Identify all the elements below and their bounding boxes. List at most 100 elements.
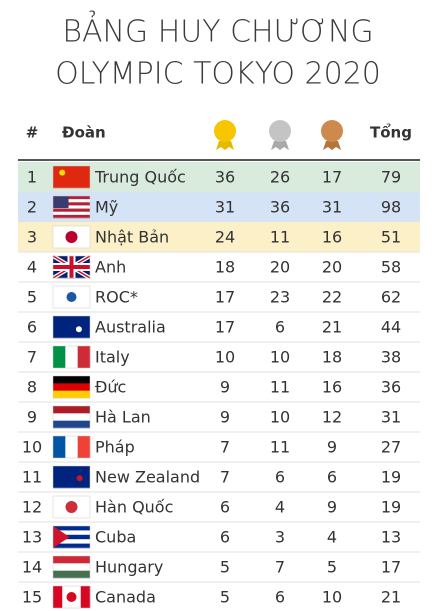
cell-value: 12	[322, 408, 342, 427]
cell-value: 31	[322, 198, 342, 217]
title-line: BẢNG HUY CHƯƠNG	[62, 11, 373, 50]
cell-value: 1	[27, 168, 37, 187]
gold-medal-icon	[214, 120, 236, 150]
cell-value: 26	[270, 168, 290, 187]
cell-value: 27	[381, 438, 401, 457]
cell-value: 17	[381, 558, 401, 577]
flag-border	[52, 435, 91, 459]
flag-stripe	[77, 346, 91, 368]
cell-value: 4	[327, 528, 337, 547]
cell-value: 7	[220, 438, 230, 457]
cell-value: 6	[275, 588, 285, 607]
cell-value: 17	[215, 288, 235, 307]
flag-emblem	[66, 592, 77, 602]
cell-value: 16	[322, 378, 342, 397]
flag-border	[52, 165, 91, 189]
flag-stripe	[53, 376, 90, 384]
flag-icon	[52, 375, 91, 399]
column-header: Tổng	[370, 123, 412, 142]
flag-emblem	[75, 326, 82, 333]
column-header: #	[26, 124, 39, 142]
flag-stripe	[53, 586, 63, 608]
flag-stripe	[53, 166, 90, 189]
flag-emblem	[66, 292, 77, 302]
title-line: OLYMPIC TOKYO 2020	[55, 57, 381, 92]
cell-value: 10	[270, 408, 290, 427]
cell-value: 11	[270, 438, 290, 457]
cell-value: 31	[381, 408, 401, 427]
cell-value: 16	[322, 228, 342, 247]
flag-icon	[52, 345, 91, 369]
flag-stripe	[53, 543, 90, 549]
team-name: Trung Quốc	[94, 168, 186, 187]
team-name: Đức	[95, 378, 126, 397]
cell-value: 10	[22, 438, 42, 457]
cell-value: 19	[381, 498, 401, 517]
flag-icon	[52, 585, 91, 609]
cell-value: 36	[381, 378, 401, 397]
flag-border	[52, 465, 91, 489]
flag-stripe	[53, 199, 90, 203]
cell-value: 11	[22, 468, 42, 487]
cell-value: 10	[322, 588, 342, 607]
flag-border	[52, 315, 91, 339]
flag-icon	[52, 195, 91, 219]
cell-value: 38	[381, 348, 401, 367]
cell-value: 6	[275, 318, 285, 337]
team-name: Hà Lan	[95, 408, 151, 427]
flag-stripe	[53, 346, 66, 368]
cell-value: 7	[220, 468, 230, 487]
flag-stripe	[53, 539, 90, 544]
team-name: Australia	[95, 318, 166, 337]
cell-value: 7	[275, 558, 285, 577]
flag-icon	[52, 405, 91, 429]
cell-value: 21	[381, 588, 401, 607]
flag-stripe	[53, 413, 90, 421]
cell-value: 4	[275, 498, 285, 517]
cell-value: 13	[22, 528, 42, 547]
team-name: ROC*	[95, 288, 138, 307]
cell-value: 7	[27, 348, 37, 367]
flag-border	[52, 195, 91, 219]
flag-stripe	[53, 406, 90, 414]
flag-emblem	[65, 501, 78, 513]
cell-value: 62	[381, 288, 401, 307]
cell-value: 9	[27, 408, 37, 427]
cell-value: 18	[215, 258, 235, 277]
flag-border	[52, 285, 91, 309]
cell-value: 10	[270, 348, 290, 367]
flag-stripe	[53, 436, 66, 458]
cell-value: 9	[220, 378, 230, 397]
flag-icon	[52, 315, 91, 339]
cell-value: 17	[322, 168, 342, 187]
flag-border	[52, 225, 91, 249]
flag-emblem	[59, 169, 66, 176]
cell-value: 6	[327, 468, 337, 487]
flag-stripe	[53, 205, 90, 209]
flag-icon	[52, 225, 91, 249]
cell-value: 5	[220, 558, 230, 577]
cell-value: 13	[381, 528, 401, 547]
cell-value: 14	[22, 558, 42, 577]
cell-value: 36	[215, 168, 235, 187]
flag-stripe	[53, 570, 90, 579]
team-name: Canada	[95, 588, 156, 607]
team-name: Nhật Bản	[95, 228, 169, 247]
flag-stripe	[53, 466, 90, 489]
cell-value: 36	[270, 198, 290, 217]
cell-value: 3	[27, 228, 37, 247]
flag-stripe	[53, 390, 90, 399]
flag-border	[52, 375, 91, 399]
column-header: Đoàn	[62, 124, 106, 142]
flag-stripe	[53, 420, 90, 429]
flag-stripe	[53, 202, 90, 206]
flag-icon	[52, 285, 91, 309]
cell-value: 12	[22, 498, 42, 517]
cell-value: 20	[270, 258, 290, 277]
cell-value: 6	[220, 498, 230, 517]
cell-value: 17	[215, 318, 235, 337]
flag-stripe	[80, 586, 91, 608]
cell-value: 6	[220, 528, 230, 547]
team-name: New Zealand	[95, 468, 200, 487]
